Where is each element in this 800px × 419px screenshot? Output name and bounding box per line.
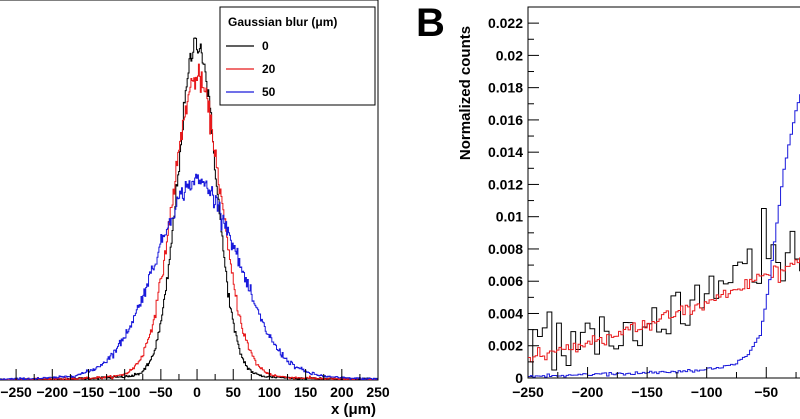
- panel-a-series-20: [0, 63, 378, 380]
- panel-b-series-red: [528, 257, 800, 363]
- panel-b-y-tick-label: 0.008: [488, 241, 523, 257]
- panel-b-x-tick-label: −150: [631, 384, 663, 400]
- panel-b-x-tick-label: −100: [691, 384, 723, 400]
- panel-b-y-tick-label: 0.014: [488, 144, 523, 160]
- panel-b-series-blue: [528, 94, 800, 378]
- legend: Gaussian blur (μm) 0 20 50: [219, 6, 376, 106]
- panel-a: −250 −200 −150 −100 −50 0 50 100 150 200 250 x (μm…: [0, 0, 390, 418]
- panel-b-y-tick-label: 0: [515, 370, 523, 386]
- panel-a-x-tick-label: −100: [109, 384, 141, 400]
- panel-b-y-axis-title: Normalized counts: [457, 26, 474, 160]
- panel-b-series: [528, 94, 800, 378]
- panel-a-x-tick-label: 250: [366, 384, 390, 400]
- panel-b-y-axis: 0 0.002 0.004 0.006 0.008 0.01 0.012 0.014 0.016…: [488, 15, 539, 386]
- panel-b-y-tick-label: 0.016: [488, 112, 523, 128]
- panel-b-y-tick-label: 0.006: [488, 273, 523, 289]
- legend-label-20: 20: [262, 62, 276, 76]
- panel-b-y-tick-label: 0.02: [496, 47, 523, 63]
- panel-a-x-tick-label: 200: [330, 384, 354, 400]
- panel-b-frame: [527, 6, 800, 379]
- panel-b-x-tick-label: −50: [754, 384, 778, 400]
- panel-a-x-tick-label: −250: [0, 384, 32, 400]
- panel-a-x-tick-label: −150: [73, 384, 105, 400]
- legend-box: [219, 6, 376, 106]
- panel-a-x-tick-label: 0: [193, 384, 201, 400]
- panel-b-y-tick-label: 0.022: [488, 15, 523, 31]
- panel-b-x-tick-label: −250: [512, 384, 544, 400]
- panel-a-series-50: [0, 173, 378, 380]
- panel-b-y-tick-label: 0.01: [496, 209, 523, 225]
- panel-a-x-tick-label: 50: [225, 384, 241, 400]
- panel-b: B Normalized counts 0 0.002 0.004 0.006 0.00…: [416, 1, 800, 400]
- panel-a-x-axis-title: x (μm): [331, 401, 376, 418]
- panel-a-x-tick-label: 150: [294, 384, 318, 400]
- panel-a-x-tick-label: −200: [37, 384, 69, 400]
- panel-b-y-tick-label: 0.012: [488, 176, 523, 192]
- legend-label-50: 50: [262, 85, 276, 99]
- panel-a-x-axis: −250 −200 −150 −100 −50 0 50 100 150 200 250: [0, 369, 390, 400]
- legend-title: Gaussian blur (μm): [228, 15, 337, 29]
- panel-a-frame: [0, 0, 379, 381]
- panel-b-series-black: [528, 208, 800, 378]
- panel-b-x-axis: −250 −200 −150 −100 −50: [512, 367, 797, 400]
- panel-b-y-tick-label: 0.004: [488, 305, 523, 321]
- panel-b-y-tick-label: 0.002: [488, 338, 523, 354]
- panel-b-x-tick-label: −200: [572, 384, 604, 400]
- legend-label-0: 0: [262, 39, 269, 53]
- panel-b-y-tick-label: 0.018: [488, 80, 523, 96]
- panel-a-series: [0, 37, 378, 380]
- panel-a-x-tick-label: −50: [149, 384, 173, 400]
- panel-a-x-tick-label: 100: [258, 384, 282, 400]
- panel-b-label: B: [416, 1, 445, 45]
